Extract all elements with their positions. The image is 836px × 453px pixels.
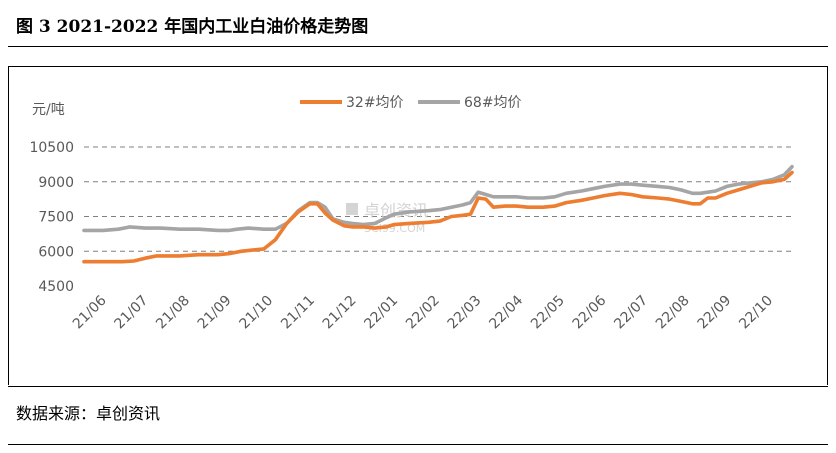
x-tick-label: 21/12 [320,293,360,333]
x-tick-label: 22/10 [736,293,776,333]
series-line-1 [82,164,794,233]
legend-label: 68#均价 [464,95,522,111]
legend-label: 32#均价 [346,95,404,111]
series-line-0 [82,170,794,264]
x-tick-label: 22/02 [403,293,443,333]
watermark-main: 卓创资讯 [364,201,428,220]
bottom-rule [8,444,828,445]
source-top-rule [8,386,828,387]
y-tick-label: 10500 [29,140,74,156]
x-tick-label: 21/07 [112,293,152,333]
gridlines [84,146,792,252]
y-tick-label: 7500 [38,210,74,226]
title-rule [8,46,828,47]
x-tick-label: 22/08 [653,293,693,333]
chart-top-rule [8,66,828,67]
x-tick-labels: 21/06 21/07 21/08 21/09 21/10 21/11 21/12 22/01… [70,292,776,332]
x-tick-label: 21/06 [70,292,110,332]
x-tick-label: 21/10 [236,293,276,333]
legend: 32#均价 68#均价 [300,95,522,111]
x-tick-label: 21/08 [153,293,193,333]
x-tick-label: 22/04 [486,292,526,332]
data-source: 数据来源：卓创资讯 [16,404,161,423]
watermark: 卓创资讯 SCI99.COM [346,201,428,235]
x-tick-label: 22/07 [611,293,651,333]
y-axis-label: 元/吨 [32,102,65,118]
y-tick-label: 6000 [38,244,74,260]
y-tick-label: 9000 [38,175,74,191]
figure-title: 图 3 2021-2022 年国内工业白油价格走势图 [16,17,369,37]
x-tick-label: 21/11 [278,293,318,333]
series-lines [82,164,794,264]
x-tick-label: 22/03 [445,293,485,333]
y-tick-labels: 4500 6000 7500 9000 10500 [29,140,74,295]
x-tick-label: 22/09 [695,293,735,333]
x-tick-label: 22/01 [361,293,401,333]
x-tick-label: 22/06 [570,292,610,332]
watermark-sub: SCI99.COM [364,222,425,235]
chart-frame [8,67,828,385]
y-tick-label: 4500 [38,279,74,295]
x-tick-label: 21/09 [195,293,235,333]
watermark-logo-icon [346,203,358,215]
x-tick-label: 22/05 [528,293,568,333]
